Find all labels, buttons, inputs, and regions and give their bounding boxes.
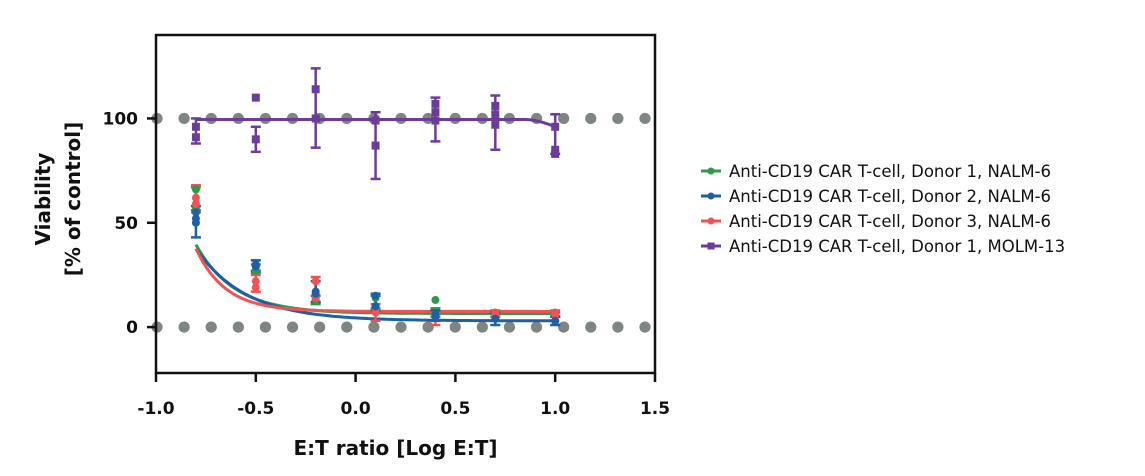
data-point-series-3 xyxy=(191,193,200,202)
data-point-series-4 xyxy=(431,108,440,117)
reference-0-dot xyxy=(286,321,299,333)
x-tick-label: -0.5 xyxy=(237,399,274,419)
data-point-series-3 xyxy=(251,277,260,286)
data-point-series-4 xyxy=(371,141,380,150)
y-axis-ticks: 0 50 100 xyxy=(103,109,156,338)
x-axis-title: E:T ratio [Log E:T] xyxy=(293,436,497,460)
reference-0-dot xyxy=(341,321,353,333)
reference-0-dot xyxy=(612,321,624,333)
reference-0-dot xyxy=(178,321,190,333)
data-point-series-1 xyxy=(431,295,440,304)
data-point-series-4 xyxy=(371,116,380,125)
data-point-series-4 xyxy=(251,135,260,144)
plot-frame xyxy=(154,33,657,375)
data-point-series-4 xyxy=(491,120,500,129)
reference-0-dot xyxy=(476,321,488,333)
data-point-series-2 xyxy=(551,316,560,325)
data-point-series-4 xyxy=(311,85,320,94)
reference-0-dot xyxy=(530,321,543,333)
data-point-series-3 xyxy=(311,277,320,286)
y-axis-title-line1: Viability xyxy=(31,153,55,246)
reference-0-dot xyxy=(449,321,461,333)
reference-0-dot xyxy=(368,321,380,333)
reference-0-dot xyxy=(585,321,597,333)
legend-label: Anti-CD19 CAR T-cell, Donor 1, MOLM-13 xyxy=(729,237,1065,256)
y-tick-label: 0 xyxy=(126,318,138,338)
data-point-series-2 xyxy=(251,262,260,271)
data-point-series-3 xyxy=(551,310,560,319)
reference-0-dot xyxy=(422,321,434,333)
legend-label: Anti-CD19 CAR T-cell, Donor 3, NALM-6 xyxy=(729,212,1051,231)
data-point-series-4 xyxy=(431,116,440,125)
x-tick-label: 0.0 xyxy=(341,399,371,419)
data-point-series-2 xyxy=(311,289,320,298)
legend-label: Anti-CD19 CAR T-cell, Donor 2, NALM-6 xyxy=(729,187,1051,206)
data-point-series-3 xyxy=(191,200,200,208)
data-point-series-2 xyxy=(491,314,500,323)
reference-0-dot xyxy=(395,321,407,333)
data-point-series-4 xyxy=(491,110,500,119)
data-point-series-4 xyxy=(551,122,560,131)
data-point-series-2 xyxy=(191,208,200,217)
data-point-series-4 xyxy=(431,99,440,108)
x-tick-label: -1.0 xyxy=(137,399,174,419)
data-point-series-4 xyxy=(551,145,560,154)
y-tick-label: 100 xyxy=(103,109,139,129)
legend: Anti-CD19 CAR T-cell, Donor 1, NALM-6 Ant… xyxy=(701,162,1065,256)
error-bars-layer xyxy=(190,67,561,327)
legend-swatch-marker xyxy=(707,167,715,175)
legend-label: Anti-CD19 CAR T-cell, Donor 1, NALM-6 xyxy=(729,162,1051,181)
data-point-series-4 xyxy=(191,122,200,131)
data-point-series-1 xyxy=(191,185,200,194)
data-point-series-4 xyxy=(191,133,200,142)
data-point-series-4 xyxy=(311,114,320,123)
legend-swatch-marker xyxy=(707,242,715,250)
data-point-series-2 xyxy=(371,302,380,311)
legend-swatch-marker xyxy=(707,217,715,225)
reference-100-dot xyxy=(585,112,597,125)
data-point-series-4 xyxy=(551,149,560,158)
x-tick-label: 1.0 xyxy=(540,399,570,419)
data-point-series-4 xyxy=(251,93,260,102)
y-tick-label: 50 xyxy=(114,214,138,234)
data-point-series-2 xyxy=(371,291,380,300)
data-point-series-2 xyxy=(431,312,440,321)
reference-100-dot xyxy=(612,112,624,125)
reference-0-dot xyxy=(558,321,570,333)
data-point-series-4 xyxy=(491,101,500,110)
x-tick-label: 1.5 xyxy=(640,399,670,419)
x-tick-label: 0.5 xyxy=(440,399,470,419)
reference-0-dot xyxy=(232,321,244,333)
data-point-series-3 xyxy=(251,283,260,292)
reference-100-dot xyxy=(558,112,570,125)
reference-0-dot xyxy=(639,321,651,333)
reference-0-dot xyxy=(205,321,217,333)
legend-swatch-marker xyxy=(707,192,715,200)
reference-0-dot xyxy=(314,321,326,333)
reference-100-dot xyxy=(178,112,190,125)
data-points-layer xyxy=(191,85,560,325)
reference-0-dot xyxy=(259,321,272,333)
x-axis-ticks: -1.0 -0.5 0.0 0.5 1.0 1.5 xyxy=(137,373,670,419)
data-point-series-2 xyxy=(191,218,200,227)
reference-0-dot xyxy=(503,321,516,333)
y-axis-title-line2: [% of control] xyxy=(61,122,85,277)
reference-100-dot xyxy=(639,112,651,125)
data-point-series-3 xyxy=(371,308,380,317)
reference-lines-layer xyxy=(151,112,651,333)
